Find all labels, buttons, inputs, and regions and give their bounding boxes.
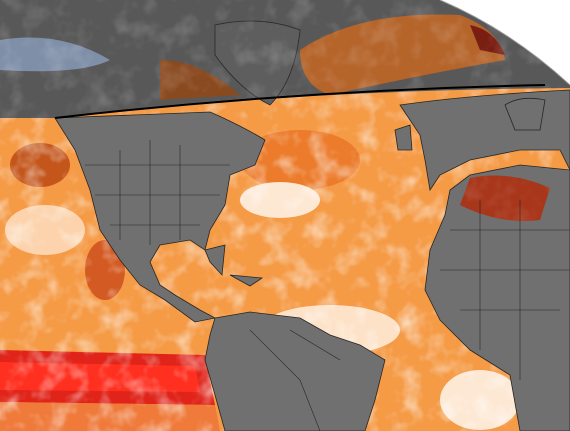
border	[249, 329, 341, 431]
border	[85, 140, 230, 245]
polar-boundary	[54, 84, 546, 119]
south-america	[204, 311, 386, 431]
british-isles	[394, 124, 413, 151]
europe-africa	[399, 89, 570, 431]
cuba	[229, 274, 264, 287]
scandinavia	[504, 97, 546, 131]
borders	[85, 140, 570, 431]
border	[440, 200, 570, 380]
florida	[204, 244, 226, 276]
north-america	[54, 111, 266, 323]
texture	[460, 175, 550, 221]
globe-edge	[439, 0, 570, 86]
